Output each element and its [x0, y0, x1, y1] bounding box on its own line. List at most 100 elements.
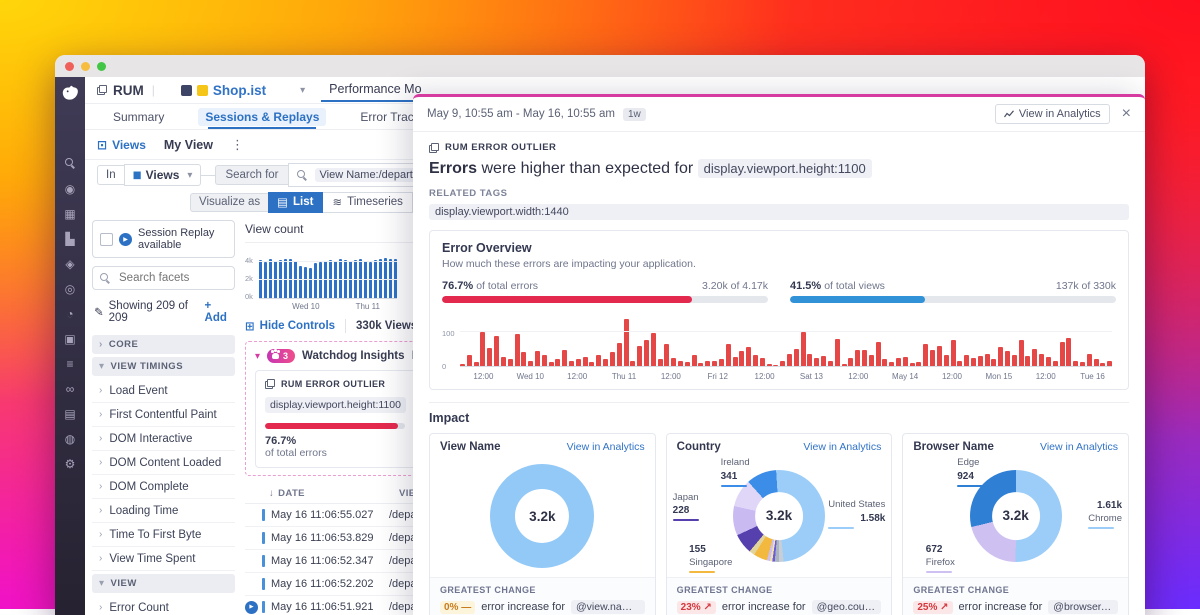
change-tag-chip[interactable]: @geo.country:Brazil: [812, 600, 882, 614]
tab-summary[interactable]: Summary: [113, 104, 164, 129]
datadog-logo[interactable]: [60, 83, 80, 103]
facet-section-view[interactable]: ▾VIEW: [92, 574, 235, 593]
visualize-timeseries-button[interactable]: ≋Timeseries: [323, 192, 412, 213]
chart-bar: [487, 348, 492, 366]
row-date: May 16 11:06:51.921: [271, 601, 389, 613]
facet-loading-time[interactable]: ›Loading Time: [92, 499, 235, 523]
close-window-button[interactable]: [65, 62, 74, 71]
application-selector[interactable]: Shop.ist: [181, 83, 266, 98]
x-axis-tick: Fri 12: [707, 372, 727, 381]
chart-bar: [828, 361, 833, 366]
facet-view-time-spent[interactable]: ›View Time Spent: [92, 547, 235, 571]
date-range-label: May 9, 10:55 am - May 16, 10:55 am: [427, 108, 615, 120]
y-axis-tick: 100: [442, 329, 455, 338]
tab-sessions-replays[interactable]: Sessions & Replays: [198, 104, 326, 129]
search-icon[interactable]: [64, 151, 75, 176]
watchdog-paw-icon: [272, 353, 279, 359]
visualize-option-label: List: [293, 196, 313, 208]
facet-error-count[interactable]: ›Error Count: [92, 596, 235, 615]
logs-icon[interactable]: ▤: [64, 401, 75, 426]
scope-select[interactable]: ▮▮ Views ▾: [124, 164, 202, 186]
chevron-down-icon: ▾: [99, 578, 105, 589]
chevron-down-icon[interactable]: ▾: [300, 85, 305, 96]
product-title: RUM: [97, 83, 144, 98]
settings-icon[interactable]: ⚙: [64, 451, 75, 476]
chart-bar: [1060, 342, 1065, 366]
current-view-name[interactable]: My View: [164, 138, 213, 152]
chart-bar: [991, 359, 996, 366]
view-in-analytics-link[interactable]: View in Analytics: [1040, 441, 1118, 453]
callout-connector-line: [1088, 527, 1114, 529]
security-icon[interactable]: ▣: [64, 326, 75, 351]
chart-bar: [998, 347, 1003, 366]
zoom-window-button[interactable]: [97, 62, 106, 71]
chart-bar: [508, 359, 513, 366]
facet-dom-interactive[interactable]: ›DOM Interactive: [92, 427, 235, 451]
rum-icon[interactable]: ◔: [64, 301, 75, 326]
help-icon[interactable]: ◍: [64, 426, 75, 451]
chart-bar: [944, 355, 949, 366]
outlier-tag-chip: display.viewport.height:1100: [265, 397, 406, 413]
tab-performance-monitoring[interactable]: Performance Mo: [327, 78, 423, 102]
application-name[interactable]: Shop.ist: [213, 83, 266, 98]
kebab-menu-icon[interactable]: ⋮: [231, 137, 244, 153]
chart-bar: [855, 350, 860, 366]
view-in-analytics-button[interactable]: View in Analytics: [995, 104, 1110, 124]
change-tag-chip[interactable]: @view.name:/department/chairs: [571, 600, 645, 614]
date-column-header[interactable]: DATE: [278, 488, 305, 499]
view-in-analytics-link[interactable]: View in Analytics: [567, 441, 645, 453]
facet-search[interactable]: [92, 266, 235, 290]
facet-load-event[interactable]: ›Load Event: [92, 379, 235, 403]
pencil-icon[interactable]: ✎: [94, 305, 104, 319]
change-badge: 25% ↗: [913, 601, 952, 614]
facet-label: DOM Complete: [109, 481, 188, 493]
facet-time-to-first-byte[interactable]: ›Time To First Byte: [92, 523, 235, 547]
facet-section-label: CORE: [109, 339, 138, 350]
chart-bar: [521, 352, 526, 366]
facet-label: DOM Content Loaded: [109, 457, 221, 469]
change-tag-chip[interactable]: @browser.name:Edge: [1048, 600, 1118, 614]
chart-bar: [515, 334, 520, 366]
x-axis-tick: 12:00: [661, 372, 681, 381]
visualize-list-button[interactable]: ▤List: [268, 192, 323, 213]
synthetics-icon[interactable]: ◎: [64, 276, 75, 301]
integrations-icon[interactable]: ∞: [64, 376, 75, 401]
chart-bar: [304, 267, 307, 298]
collapse-caret-icon[interactable]: ▾: [255, 351, 260, 362]
add-facet-button[interactable]: + Add: [205, 300, 233, 324]
facet-section-core[interactable]: ›CORE: [92, 335, 235, 354]
facet-search-input[interactable]: [117, 271, 211, 285]
chart-plot-area: [460, 317, 1112, 367]
views-link[interactable]: ⊡ Views: [97, 138, 146, 152]
chart-bar: [712, 361, 717, 366]
checkbox[interactable]: [100, 233, 113, 246]
apm-icon[interactable]: ◈: [64, 251, 75, 276]
gridline: [460, 331, 1112, 332]
ci-icon[interactable]: ≡: [64, 351, 75, 376]
facet-dom-content-loaded[interactable]: ›DOM Content Loaded: [92, 451, 235, 475]
minimize-window-button[interactable]: [81, 62, 90, 71]
watchdog-icon[interactable]: ◉: [64, 176, 75, 201]
chart-bar: [726, 344, 731, 366]
play-icon: ▶: [119, 233, 132, 246]
dashboards-icon[interactable]: ▦: [64, 201, 75, 226]
sort-desc-icon[interactable]: ↓: [269, 488, 274, 499]
session-replay-filter[interactable]: ▶ Session Replay available: [92, 220, 235, 258]
facet-section-view-timings[interactable]: ▾VIEW TIMINGS: [92, 357, 235, 376]
facet-first-contentful-paint[interactable]: ›First Contentful Paint: [92, 403, 235, 427]
impact-card-title: Country: [677, 441, 721, 453]
chart-bar: [848, 358, 853, 366]
view-in-analytics-link[interactable]: View in Analytics: [803, 441, 881, 453]
replay-play-icon[interactable]: ▶: [245, 601, 258, 614]
close-icon[interactable]: ×: [1122, 106, 1131, 122]
facet-dom-complete[interactable]: ›DOM Complete: [92, 475, 235, 499]
session-indicator: [262, 601, 265, 613]
chart-bar: [1012, 355, 1017, 366]
hide-controls-button[interactable]: ⊞ Hide Controls: [245, 319, 335, 333]
related-tag-chip[interactable]: display.viewport.width:1440: [429, 204, 1129, 220]
metrics-icon[interactable]: ▙: [64, 226, 75, 251]
